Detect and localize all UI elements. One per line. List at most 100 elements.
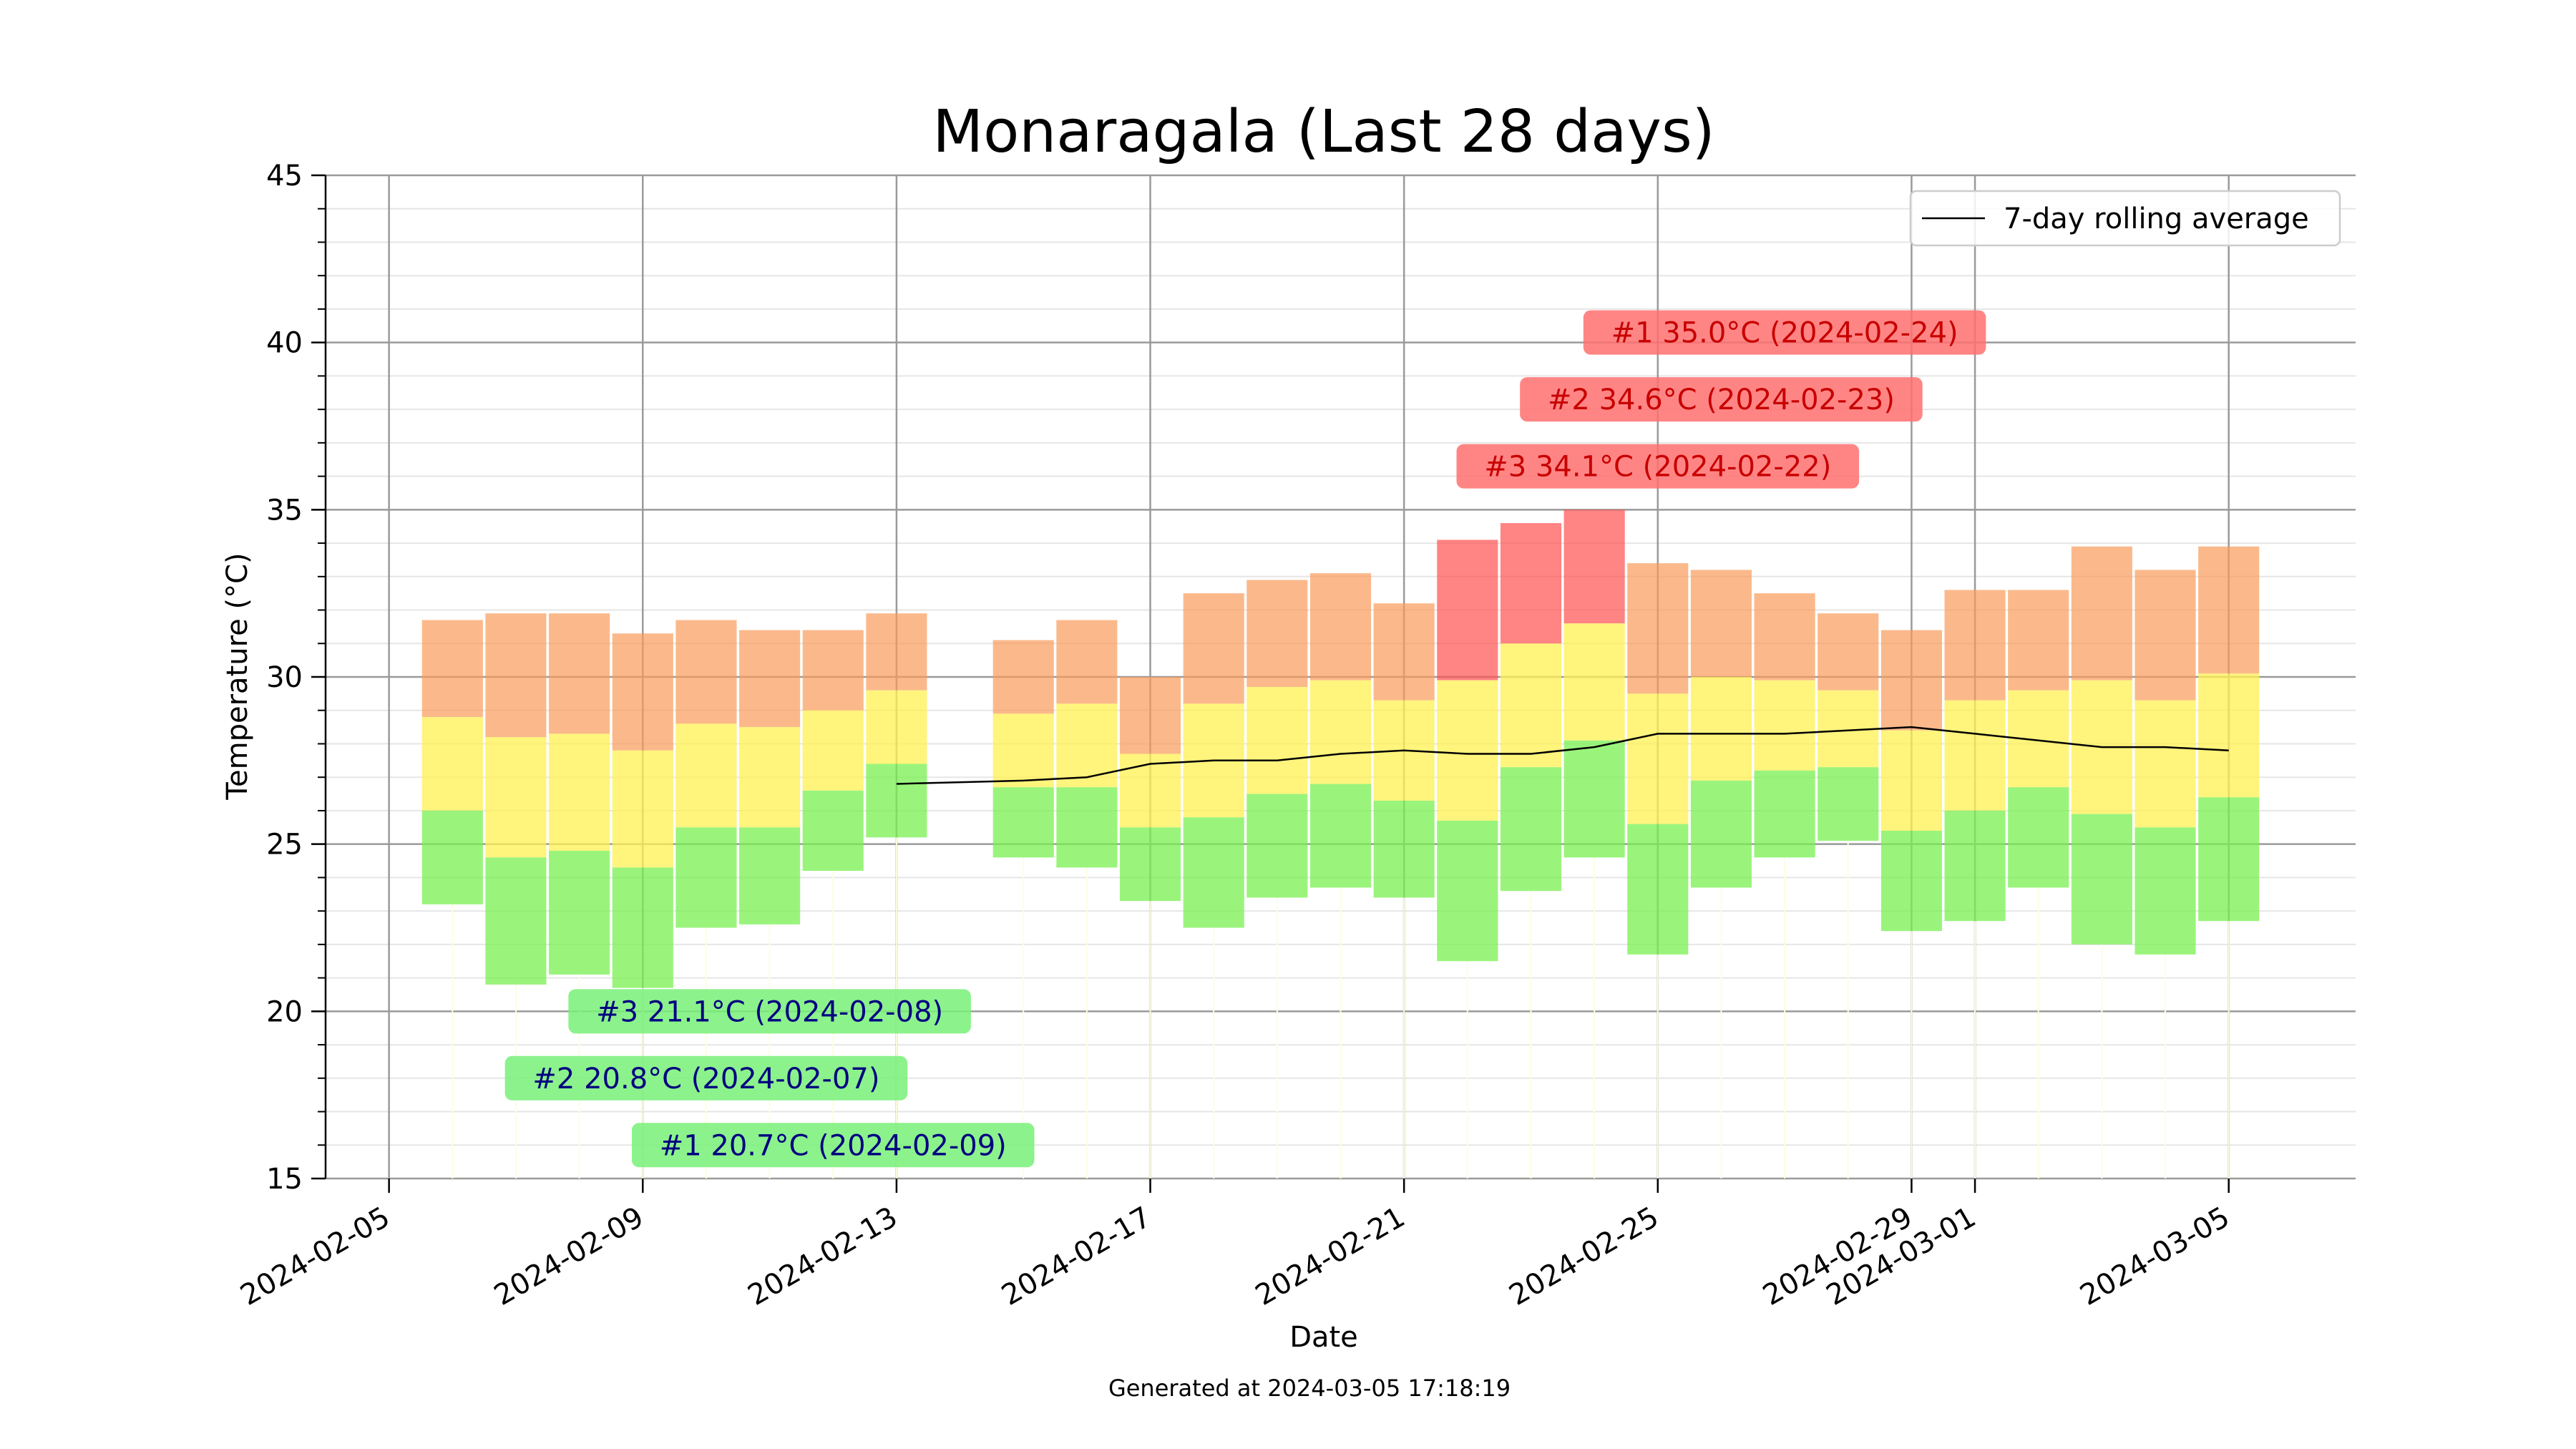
y-tick-label: 45 xyxy=(266,160,303,192)
bar-mean-segment xyxy=(1563,623,1625,741)
bar-max-segment xyxy=(1119,677,1181,754)
bar-min-segment xyxy=(2135,827,2196,955)
record-high-label-box xyxy=(1583,310,1986,355)
bar-min-segment xyxy=(2008,787,2069,888)
bar-max-segment xyxy=(2071,546,2132,680)
record-high-label: #3 34.1°C (2024-02-22) xyxy=(1484,451,1831,484)
bar-mean-segment xyxy=(549,733,610,852)
bar-min-segment xyxy=(1183,817,1244,928)
bar-mean-segment xyxy=(1500,643,1562,768)
y-tick-label: 25 xyxy=(266,829,303,862)
bar-min-segment xyxy=(1880,830,1942,932)
bar-mean-segment xyxy=(992,713,1054,788)
y-tick-label: 35 xyxy=(266,494,303,527)
bar-max-segment xyxy=(2198,546,2260,674)
bar-max-segment xyxy=(1627,563,1689,694)
bar-max-segment xyxy=(992,640,1054,714)
record-low-label: #1 20.7°C (2024-02-09) xyxy=(660,1129,1007,1162)
y-tick-label: 20 xyxy=(266,995,303,1028)
bar-mean-segment xyxy=(866,690,927,764)
annotations: #1 35.0°C (2024-02-24) #2 34.6°C (2024-02… xyxy=(504,310,1986,1168)
y-tick-label: 15 xyxy=(266,1163,303,1196)
bar-max-segment xyxy=(1880,630,1942,731)
x-axis-label: Date xyxy=(1289,1321,1358,1354)
bar-max-segment xyxy=(1818,613,1879,691)
bar-max-segment xyxy=(1754,593,1815,680)
bar-min-segment xyxy=(1818,767,1879,841)
bar-min-segment xyxy=(2071,814,2132,945)
bar-mean-segment xyxy=(1880,730,1942,831)
bar-min-segment xyxy=(421,810,483,904)
bar-mean-segment xyxy=(739,727,801,828)
bar-min-segment xyxy=(866,763,927,838)
record-low-label-box xyxy=(504,1055,908,1101)
rolling-average-layer xyxy=(896,726,2229,785)
bar-min-segment xyxy=(1056,787,1118,868)
bar-max-segment xyxy=(1183,593,1244,704)
bar-min-segment xyxy=(2198,797,2260,922)
record-low-label-box xyxy=(568,989,971,1034)
generated-timestamp: Generated at 2024-03-05 17:18:19 xyxy=(1108,1375,1511,1402)
legend-label: 7-day rolling average xyxy=(2004,203,2309,235)
bar-mean-segment xyxy=(1119,753,1181,828)
bar-mean-segment xyxy=(1437,680,1498,821)
bar-min-segment xyxy=(549,851,610,975)
bar-mean-segment xyxy=(421,717,483,811)
bar-min-segment xyxy=(612,867,673,988)
bar-mean-segment xyxy=(1246,687,1308,794)
bar-mean-segment xyxy=(1690,677,1752,781)
bar-min-segment xyxy=(1690,780,1752,888)
bar-min-segment xyxy=(1437,820,1498,962)
record-low-label: #2 20.8°C (2024-02-07) xyxy=(532,1063,879,1096)
record-low-label-box xyxy=(631,1123,1035,1168)
y-tick-label: 40 xyxy=(266,327,303,360)
bar-min-segment xyxy=(485,857,547,985)
rolling-average-line xyxy=(896,726,2229,785)
bar-mean-segment xyxy=(2198,673,2260,798)
record-high-label-box xyxy=(1520,377,1923,422)
bar-min-segment xyxy=(802,790,864,872)
bar-min-segment xyxy=(1944,810,2006,922)
y-axis-label: Temperature (°C) xyxy=(221,552,254,800)
bar-max-segment xyxy=(2135,570,2196,701)
bar-max-segment xyxy=(1373,603,1435,701)
bar-max-segment xyxy=(1309,573,1372,680)
bar-mean-segment xyxy=(1944,700,2006,811)
chart-title: Monaragala (Last 28 days) xyxy=(932,98,1714,166)
bar-max-segment xyxy=(802,630,864,711)
bar-max-segment xyxy=(675,620,737,724)
bar-max-segment xyxy=(1690,570,1752,677)
bar-mean-segment xyxy=(675,723,737,828)
bar-max-segment xyxy=(612,633,673,751)
bar-mean-segment xyxy=(1309,680,1372,784)
bar-min-segment xyxy=(675,827,737,928)
temperature-bars xyxy=(421,509,2260,1179)
record-high-label: #1 35.0°C (2024-02-24) xyxy=(1611,317,1958,350)
y-tick-label: 30 xyxy=(266,661,303,694)
bar-mean-segment xyxy=(802,710,864,791)
bar-mean-segment xyxy=(2135,700,2196,828)
bar-mean-segment xyxy=(485,737,547,858)
record-low-label: #3 21.1°C (2024-02-08) xyxy=(596,995,943,1028)
bar-min-segment xyxy=(1500,767,1562,892)
bar-max-segment xyxy=(1500,523,1562,644)
bar-max-segment xyxy=(1944,590,2006,701)
bar-min-segment xyxy=(1309,784,1372,888)
bar-min-segment xyxy=(992,787,1054,858)
record-high-label: #2 34.6°C (2024-02-23) xyxy=(1548,384,1895,416)
bar-max-segment xyxy=(1563,509,1625,624)
bar-max-segment xyxy=(1246,580,1308,688)
bar-mean-segment xyxy=(1627,693,1689,824)
bar-max-segment xyxy=(1437,540,1498,680)
bar-min-segment xyxy=(1373,800,1435,898)
bar-mean-segment xyxy=(612,750,673,868)
record-high-label-box xyxy=(1456,444,1860,489)
bar-max-segment xyxy=(739,630,801,728)
bar-max-segment xyxy=(485,613,547,738)
legend: 7-day rolling average xyxy=(1909,190,2341,247)
bar-max-segment xyxy=(421,620,483,718)
bar-min-segment xyxy=(739,827,801,924)
bar-mean-segment xyxy=(1754,680,1815,771)
bar-max-segment xyxy=(1056,620,1118,704)
